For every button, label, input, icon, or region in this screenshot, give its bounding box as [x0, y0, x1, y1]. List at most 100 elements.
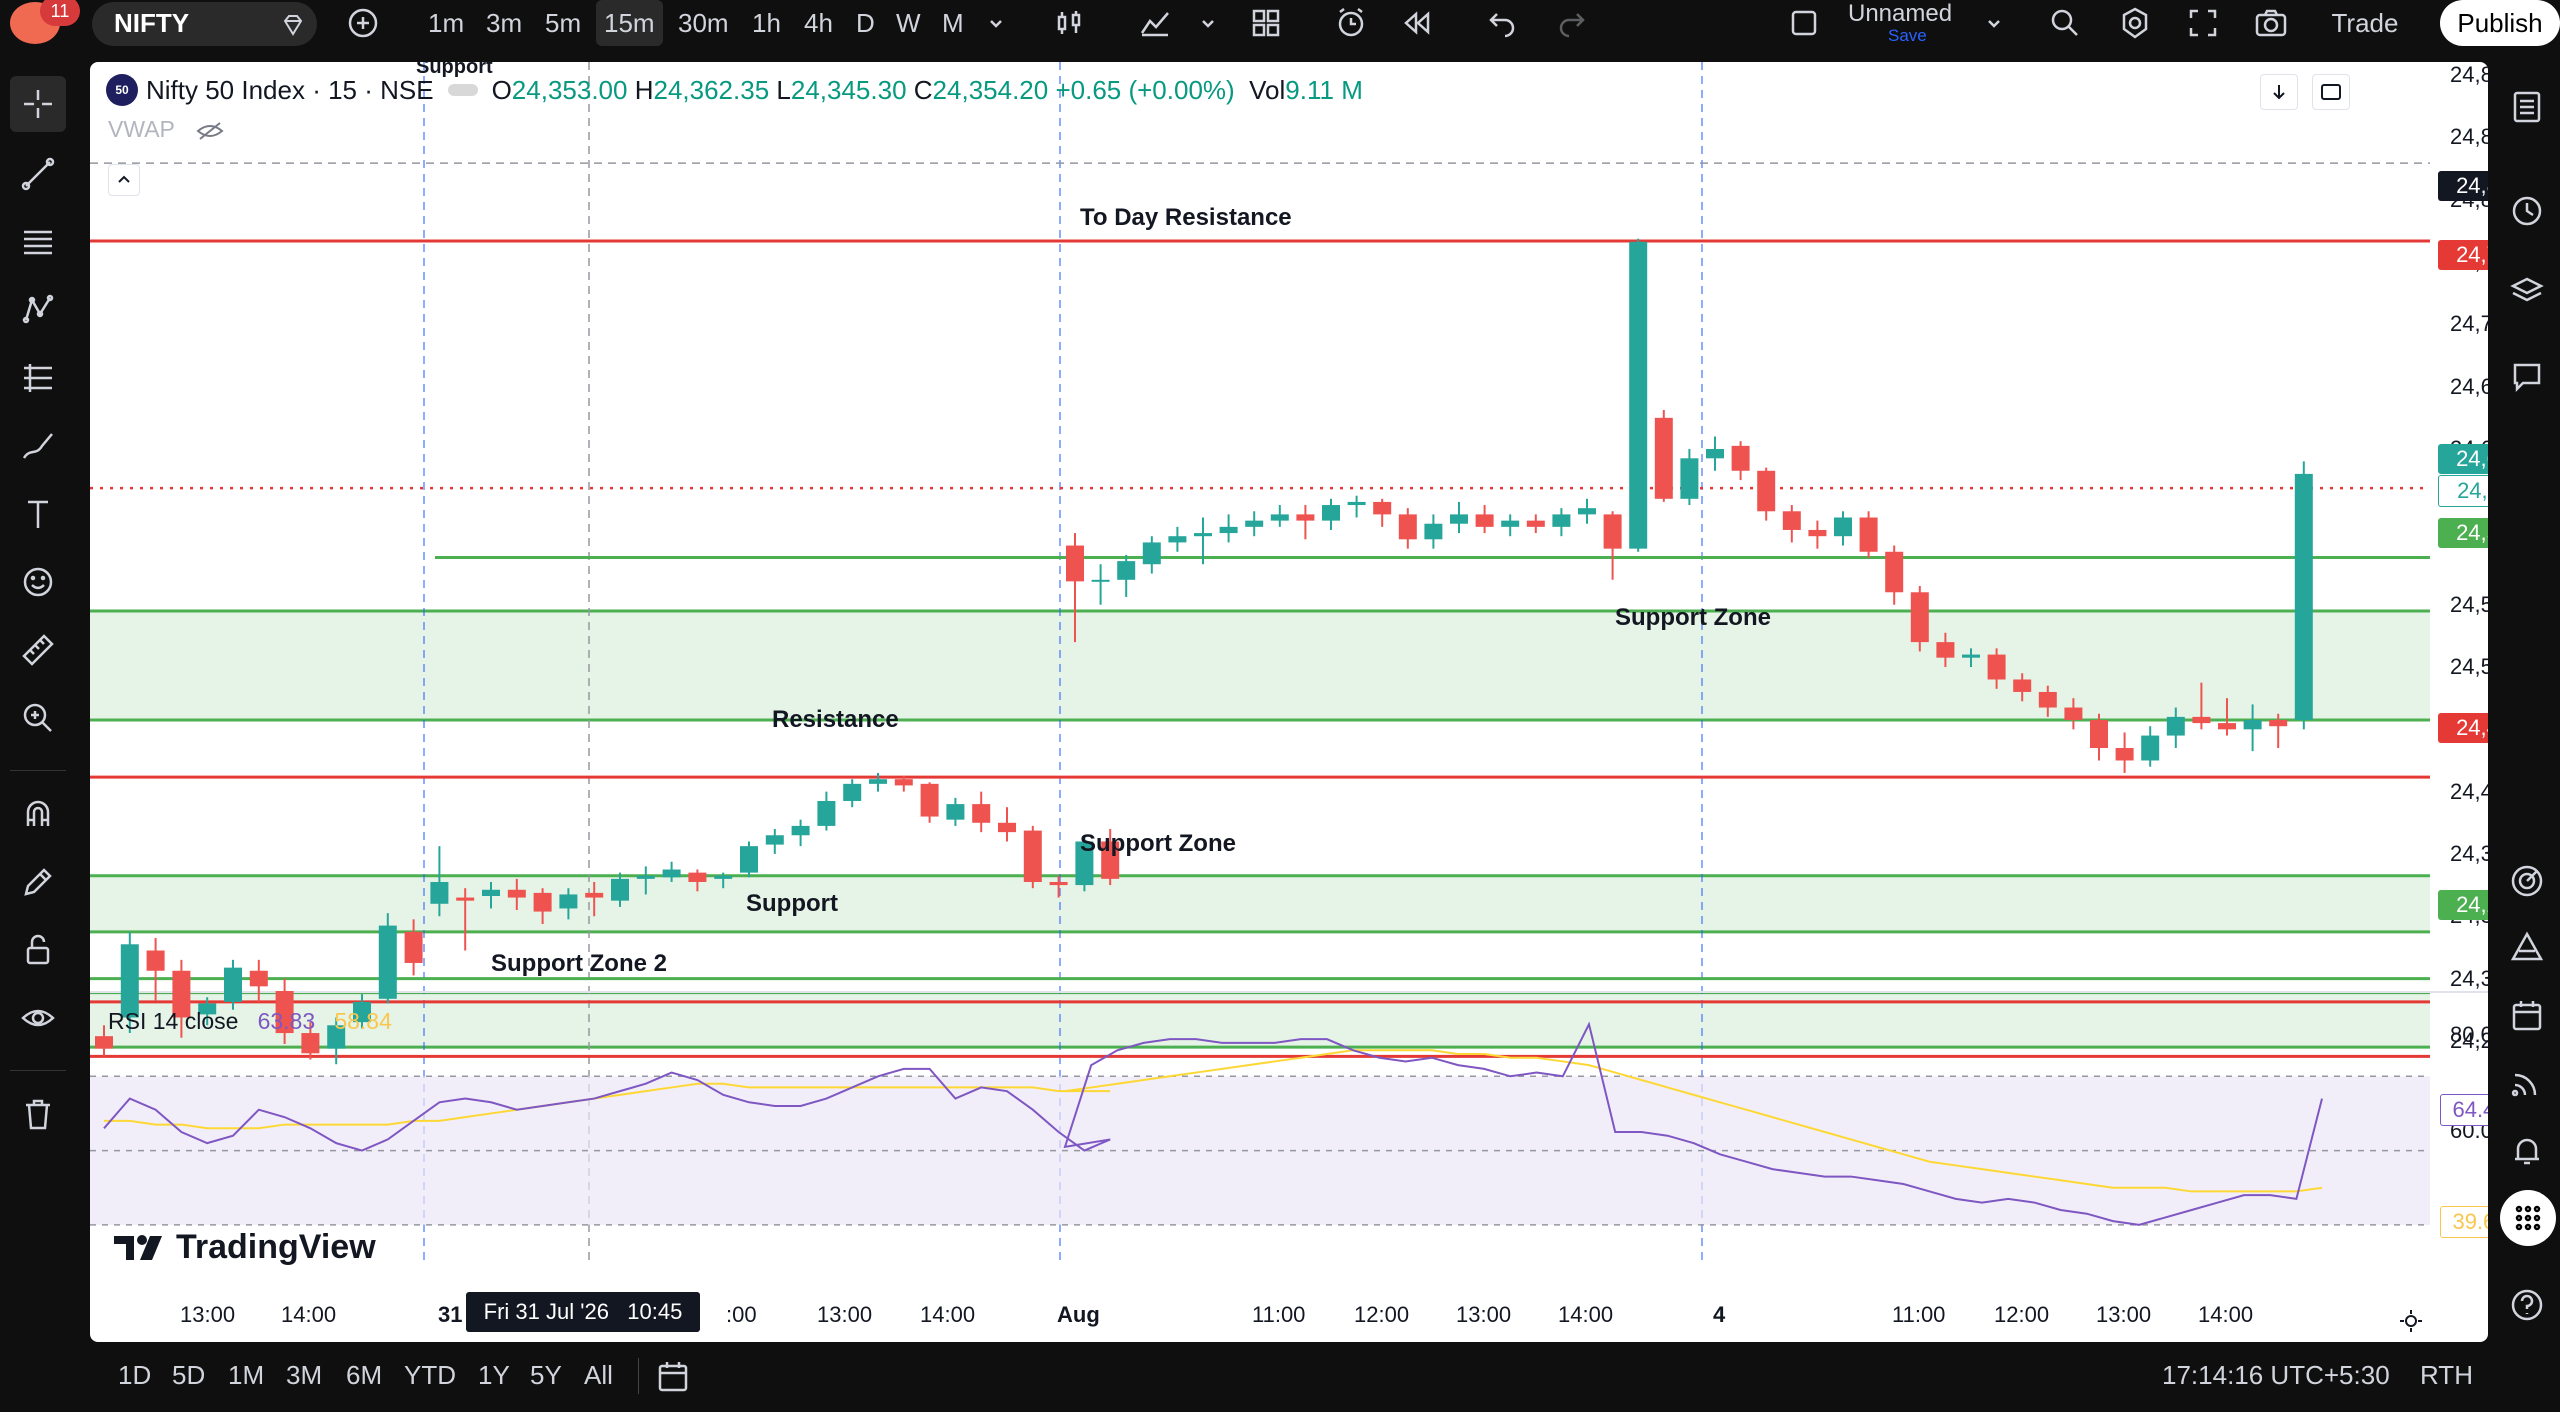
annotation-resistance[interactable]: Resistance	[772, 706, 899, 733]
indicators-button[interactable]	[1134, 0, 1176, 46]
magnet-tool[interactable]	[10, 786, 66, 842]
ruler-tool[interactable]	[10, 622, 66, 678]
tf-m[interactable]: M	[942, 8, 964, 38]
streams-button[interactable]	[2502, 1058, 2552, 1108]
annotation-today-resistance[interactable]: To Day Resistance	[1080, 204, 1292, 231]
legend-title[interactable]: Nifty 50 Index · 15 · NSE	[146, 74, 434, 105]
visibility-tool[interactable]	[10, 990, 66, 1046]
range-ytd[interactable]: YTD	[404, 1360, 456, 1390]
collapse-legend-button[interactable]	[108, 164, 140, 196]
tf-w[interactable]: W	[896, 8, 921, 38]
emoji-tool[interactable]	[10, 554, 66, 610]
text-tool[interactable]	[10, 486, 66, 542]
layout-name[interactable]: Unnamed	[1848, 0, 1953, 27]
range-1d[interactable]: 1D	[118, 1360, 152, 1390]
annotation-support-zone-top[interactable]: Support Zone	[1615, 604, 1771, 631]
tf-15m[interactable]: 15m	[596, 0, 663, 46]
time-tick-label: 13:00	[817, 1302, 873, 1327]
stay-drawing-tool[interactable]	[10, 854, 66, 910]
settings-gear-icon[interactable]	[2398, 1308, 2424, 1334]
notifications-button[interactable]	[2502, 1126, 2552, 1176]
rsi-legend[interactable]: RSI 14 close 63.83 58.84	[108, 1008, 392, 1035]
alert-button[interactable]	[1330, 0, 1372, 46]
watchlist-button[interactable]	[2502, 82, 2552, 132]
ideas-button[interactable]	[2502, 922, 2552, 972]
rsi-last-tag: 64.43	[2440, 1094, 2488, 1126]
annotation-support-zone-mid[interactable]: Support Zone	[1080, 830, 1236, 857]
redo-button[interactable]	[1552, 0, 1592, 46]
tf-1h[interactable]: 1h	[752, 8, 781, 38]
add-symbol-button[interactable]	[340, 0, 386, 46]
trash-icon	[26, 1099, 50, 1130]
lock-tool[interactable]	[10, 922, 66, 978]
range-1m[interactable]: 1M	[228, 1360, 265, 1390]
chart-type-button[interactable]	[1048, 0, 1090, 46]
range-1y[interactable]: 1Y	[478, 1360, 510, 1390]
search-icon	[2051, 9, 2078, 36]
tf-5m[interactable]: 5m	[545, 8, 582, 38]
undo-button[interactable]	[1482, 0, 1522, 46]
indicators-dropdown[interactable]	[1196, 0, 1220, 46]
layout-dropdown[interactable]	[1982, 0, 2006, 46]
session-toggle[interactable]: RTH	[2420, 1360, 2473, 1390]
layout-save-status[interactable]: Save	[1888, 26, 1927, 45]
annotation-support-zone-2[interactable]: Support Zone 2	[491, 950, 667, 977]
chevron-down-icon	[1202, 20, 1214, 28]
tf-4h[interactable]: 4h	[804, 8, 833, 38]
goto-date-icon[interactable]	[656, 1360, 692, 1394]
timeframe-dropdown[interactable]	[984, 0, 1008, 46]
apps-button[interactable]	[2500, 1190, 2556, 1246]
fullscreen-button[interactable]	[2182, 0, 2224, 46]
delete-tool[interactable]	[10, 1086, 66, 1142]
annotation-support[interactable]: Support	[746, 890, 838, 917]
diamond-icon[interactable]	[280, 12, 306, 38]
trendline-tool[interactable]	[10, 146, 66, 202]
alerts-button[interactable]	[2502, 186, 2552, 236]
rsi-ma-line	[104, 1049, 2323, 1193]
long-position-icon	[24, 364, 52, 392]
brush-tool[interactable]	[10, 418, 66, 474]
pattern-tool[interactable]	[10, 282, 66, 338]
quick-search-button[interactable]	[2044, 0, 2086, 46]
fib-tool[interactable]	[10, 214, 66, 270]
range-6m[interactable]: 6M	[346, 1360, 383, 1390]
eye-hidden-icon[interactable]	[195, 120, 225, 142]
layouts-button[interactable]	[1246, 0, 1286, 46]
vwap-legend[interactable]: VWAP	[108, 116, 225, 143]
trade-button[interactable]: Trade	[2331, 8, 2399, 38]
chart-pane[interactable]: 50 Nifty 50 Index · 15 · NSE O 24,353.00 …	[90, 62, 2488, 1342]
calendar-button[interactable]	[2502, 990, 2552, 1040]
publish-button[interactable]: Publish	[2440, 0, 2560, 46]
tf-30m[interactable]: 30m	[678, 8, 729, 38]
projection-tool[interactable]	[10, 350, 66, 406]
range-3m[interactable]: 3M	[286, 1360, 323, 1390]
snapshot-button[interactable]	[2250, 0, 2292, 46]
tf-3m[interactable]: 3m	[486, 8, 523, 38]
range-5d[interactable]: 5D	[172, 1360, 206, 1390]
range-5y[interactable]: 5Y	[530, 1360, 562, 1390]
candle-body	[869, 779, 887, 784]
maximize-pane-button[interactable]	[2312, 74, 2350, 110]
crosshair-tool[interactable]	[10, 76, 66, 132]
time-tick-label: 31	[438, 1302, 463, 1327]
tradingview-watermark[interactable]: TradingView	[112, 1228, 376, 1267]
zoom-tool[interactable]	[10, 690, 66, 746]
range-all[interactable]: All	[584, 1360, 613, 1390]
help-button[interactable]	[2502, 1280, 2552, 1330]
settings-button[interactable]	[2114, 0, 2156, 46]
tf-d[interactable]: D	[856, 8, 875, 38]
layout-checkbox[interactable]	[1786, 0, 1822, 46]
price-chart[interactable]	[90, 62, 2488, 1342]
market-status-icon[interactable]	[447, 84, 478, 96]
replay-button[interactable]	[1396, 0, 1438, 46]
hotlists-button[interactable]	[2502, 856, 2552, 906]
tf-1m[interactable]: 1m	[428, 8, 465, 38]
chats-button[interactable]	[2502, 352, 2552, 402]
symbol-search[interactable]: NIFTY	[92, 2, 317, 46]
annotation-support-cut[interactable]: Support	[416, 62, 493, 78]
clock-display[interactable]: 17:14:16 UTC+5:30	[2162, 1360, 2390, 1390]
scroll-down-button[interactable]	[2260, 74, 2298, 110]
object-tree-button[interactable]	[2502, 266, 2552, 316]
camera-icon	[2255, 9, 2287, 37]
candle-body	[198, 1003, 217, 1015]
